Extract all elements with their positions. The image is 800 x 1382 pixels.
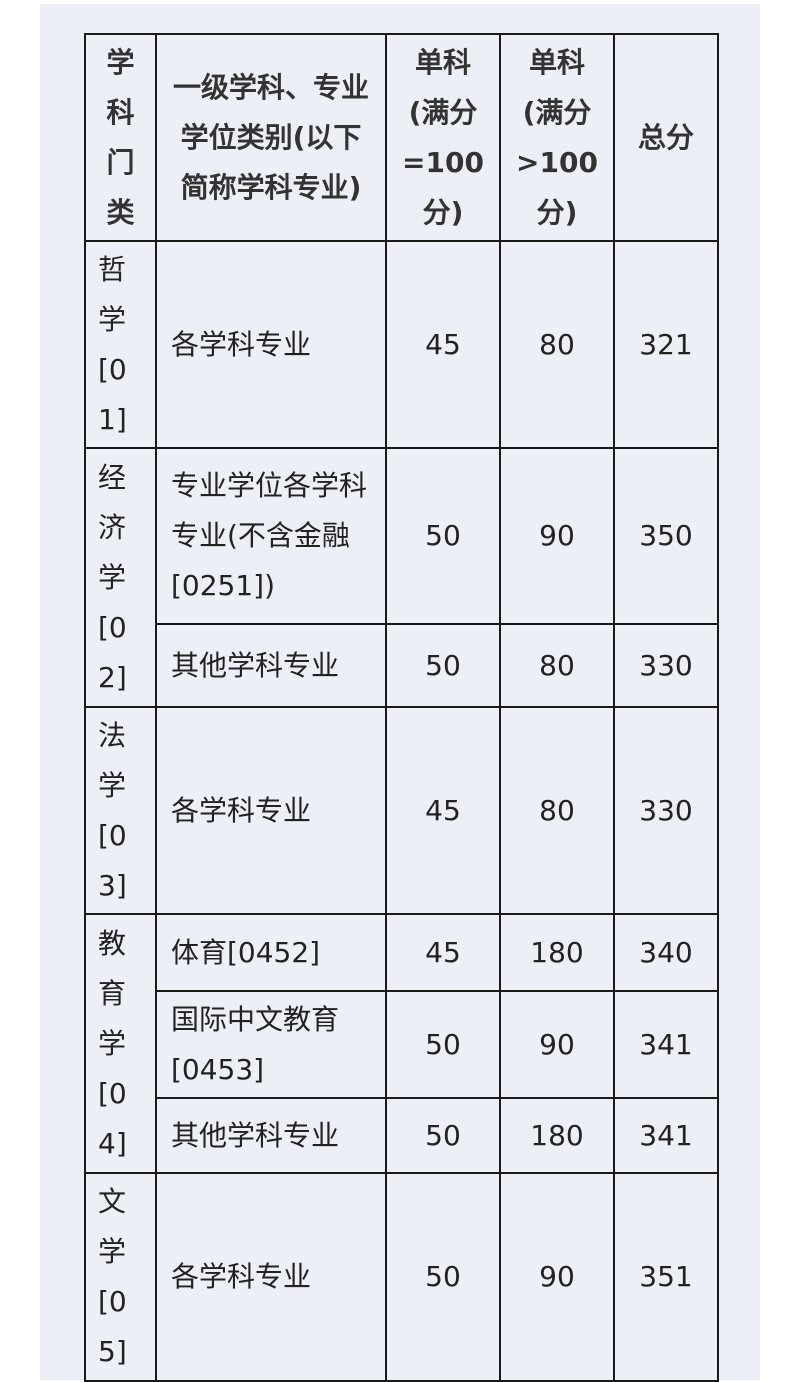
single-gt100-cell: 80 [499, 706, 615, 915]
header-row: 学科门类 一级学科、专业学位类别(以下简称学科专业) 单科(满分=100分) 单… [84, 33, 719, 242]
table-row: 其他学科专业 50 180 341 [85, 1097, 719, 1174]
table-row: 教育学[04] 体育[0452] 45 180 340 [84, 913, 719, 1174]
major-cell: 其他学科专业 [155, 1097, 387, 1174]
table-row: 其他学科专业 50 80 330 [85, 623, 719, 708]
single-100-cell: 50 [385, 447, 501, 625]
major-cell: 其他学科专业 [155, 623, 387, 708]
total-cell: 341 [613, 990, 719, 1099]
category-cell: 教育学[04] [84, 913, 157, 1174]
category-cell: 哲学[01] [84, 240, 157, 449]
score-table: 学科门类 一级学科、专业学位类别(以下简称学科专业) 单科(满分=100分) 单… [84, 33, 719, 1382]
table-row: 经济学[02] 专业学位各学科专业(不含金融[0251]) 50 90 350 [84, 447, 719, 708]
major-cell: 各学科专业 [155, 706, 387, 915]
single-100-cell: 45 [385, 706, 501, 915]
header-single-100: 单科(满分=100分) [385, 33, 501, 242]
single-gt100-cell: 80 [499, 240, 615, 449]
category-cell: 文学[05] [84, 1172, 157, 1382]
total-cell: 330 [613, 706, 719, 915]
single-100-cell: 50 [385, 1097, 501, 1174]
major-cell: 各学科专业 [155, 240, 387, 449]
table-row: 法学[03] 各学科专业 45 80 330 [84, 706, 719, 915]
single-gt100-cell: 180 [499, 1097, 615, 1174]
single-100-cell: 45 [385, 913, 501, 992]
single-gt100-cell: 90 [499, 1172, 615, 1382]
table-row: 文学[05] 各学科专业 50 90 351 [84, 1172, 719, 1382]
single-100-cell: 50 [385, 990, 501, 1099]
major-cell: 体育[0452] [155, 913, 387, 992]
single-gt100-cell: 80 [499, 623, 615, 708]
single-100-cell: 50 [385, 623, 501, 708]
total-cell: 350 [613, 447, 719, 625]
single-gt100-cell: 180 [499, 913, 615, 992]
category-cell: 法学[03] [84, 706, 157, 915]
total-cell: 321 [613, 240, 719, 449]
table-row: 哲学[01] 各学科专业 45 80 321 [84, 240, 719, 449]
header-single-gt100: 单科(满分>100分) [499, 33, 615, 242]
major-cell: 各学科专业 [155, 1172, 387, 1382]
major-cell: 专业学位各学科专业(不含金融[0251]) [155, 447, 387, 625]
major-cell: 国际中文教育[0453] [155, 990, 387, 1099]
category-cell: 经济学[02] [84, 447, 157, 708]
total-cell: 330 [613, 623, 719, 708]
total-cell: 340 [613, 913, 719, 992]
table-row: 国际中文教育[0453] 50 90 341 [85, 990, 719, 1099]
single-gt100-cell: 90 [499, 990, 615, 1099]
total-cell: 341 [613, 1097, 719, 1174]
header-major: 一级学科、专业学位类别(以下简称学科专业) [155, 33, 387, 242]
header-category: 学科门类 [84, 33, 157, 242]
single-100-cell: 50 [385, 1172, 501, 1382]
single-gt100-cell: 90 [499, 447, 615, 625]
total-cell: 351 [613, 1172, 719, 1382]
single-100-cell: 45 [385, 240, 501, 449]
header-total: 总分 [613, 33, 719, 242]
